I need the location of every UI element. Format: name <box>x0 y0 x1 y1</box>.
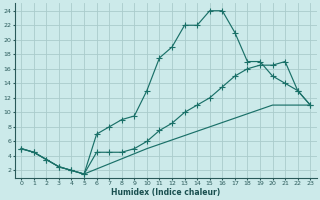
X-axis label: Humidex (Indice chaleur): Humidex (Indice chaleur) <box>111 188 220 197</box>
